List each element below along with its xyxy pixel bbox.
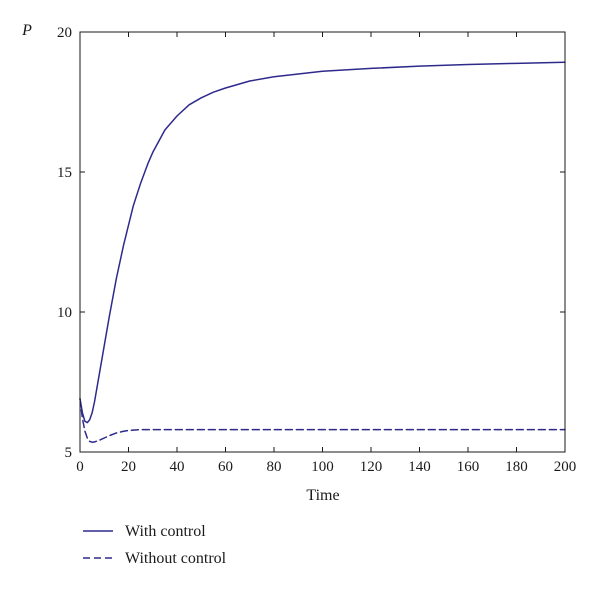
x-tick-label: 80 [267,459,282,475]
x-axis-label: Time [306,487,339,504]
x-tick-label: 0 [76,459,84,475]
x-tick-label: 20 [121,459,136,475]
x-tick-label: 40 [170,459,185,475]
plot-frame [79,31,566,453]
x-tick-label: 100 [311,459,334,475]
legend-label: With control [125,523,206,540]
x-tick-label: 120 [360,459,383,475]
x-tick-label: 160 [457,459,480,475]
x-tick-label: 140 [408,459,431,475]
series-line-with-control [79,61,566,424]
series-line-without-control [79,398,566,443]
y-tick-label: 10 [57,305,72,321]
y-axis-label: P [21,22,32,39]
legend-label: Without control [125,550,227,567]
x-tick-label: 60 [218,459,233,475]
y-tick-label: 15 [57,165,72,181]
legend: With control Without control [83,523,227,567]
y-tick-label: 20 [57,25,72,41]
x-tick-label: 200 [554,459,577,475]
y-tick-label: 5 [65,445,73,461]
x-tick-label: 180 [505,459,528,475]
